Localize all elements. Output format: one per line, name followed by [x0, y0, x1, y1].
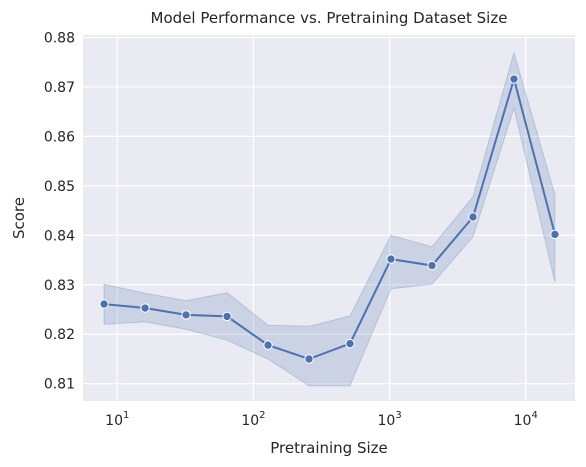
y-tick-labels: 0.81 0.82 0.83 0.84 0.85 0.86 0.87 0.88 [44, 30, 75, 392]
data-point [181, 310, 191, 320]
y-tick-label: 0.88 [44, 30, 75, 46]
x-tick-label: 101 [105, 410, 129, 429]
data-point [427, 260, 437, 271]
y-tick-label: 0.84 [44, 228, 75, 244]
y-gridlines [83, 36, 575, 385]
x-tick-label: 102 [241, 410, 265, 429]
y-tick-label: 0.86 [44, 129, 75, 145]
data-point [509, 74, 519, 84]
x-gridlines [116, 35, 527, 401]
data-point [550, 229, 560, 240]
data-point [304, 354, 314, 364]
x-tick-label: 103 [377, 410, 401, 429]
data-point [99, 299, 109, 309]
data-points [99, 74, 560, 364]
x-tick-labels: 101 102 103 104 [105, 410, 538, 429]
data-point [345, 338, 355, 349]
data-point [263, 340, 273, 350]
y-tick-label: 0.82 [44, 327, 75, 343]
data-point [468, 212, 478, 222]
y-axis-label: Score [10, 197, 28, 239]
y-tick-label: 0.87 [44, 80, 75, 96]
confidence-band [103, 50, 556, 387]
x-tick-label: 104 [514, 410, 538, 429]
y-tick-label: 0.81 [44, 377, 75, 393]
series-line [104, 75, 556, 361]
chart-title: Model Performance vs. Pretraining Datase… [151, 9, 508, 27]
data-point [140, 303, 150, 313]
data-point [386, 254, 396, 264]
y-tick-label: 0.83 [44, 278, 75, 294]
y-tick-label: 0.85 [44, 179, 75, 195]
data-point [222, 311, 232, 322]
plot-area [83, 35, 575, 401]
x-axis-label: Pretraining Size [270, 439, 388, 457]
